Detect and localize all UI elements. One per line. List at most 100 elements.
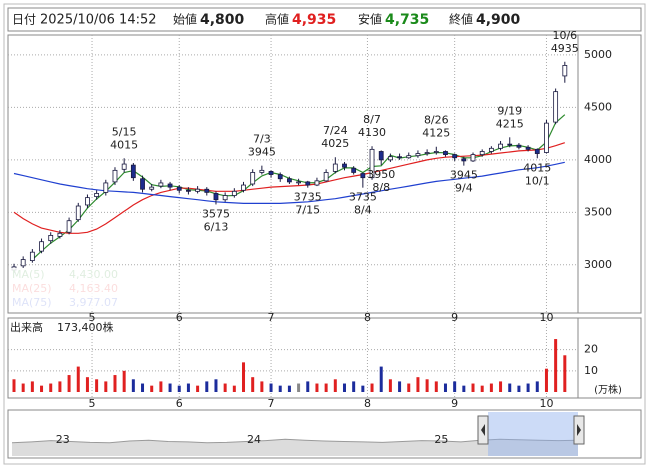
candle-body <box>544 122 549 153</box>
volume-panel <box>7 317 642 399</box>
candle-body <box>433 151 439 153</box>
annotation-value: 4125 <box>422 127 450 140</box>
annotation-value: 4130 <box>358 126 386 139</box>
field-value: 4,800 <box>200 12 245 28</box>
candle-body <box>241 184 246 191</box>
candle-body <box>195 188 201 192</box>
volume-bar <box>40 385 44 392</box>
annotation-date: 8/4 <box>354 204 372 217</box>
candle-body <box>176 186 182 191</box>
volume-bar <box>342 383 346 392</box>
x-tick-label: 8 <box>364 397 371 410</box>
candle-body <box>461 158 467 162</box>
x-tick-label: 5 <box>89 311 96 324</box>
annotation-value: 4025 <box>321 137 349 150</box>
y-tick-label: 3000 <box>584 258 612 271</box>
volume-bar <box>242 362 246 392</box>
annotation-date: 7/3 <box>253 133 271 146</box>
x-tick-label: 9 <box>451 397 458 410</box>
volume-bar <box>563 355 567 392</box>
volume-bar <box>443 383 447 392</box>
candle-body <box>250 172 256 185</box>
field-value: 4,935 <box>292 12 336 28</box>
volume-bar <box>416 377 420 392</box>
candle-body <box>351 167 357 173</box>
candle-body <box>406 155 412 159</box>
x-tick-label: 5 <box>89 397 96 410</box>
volume-bar <box>526 383 530 392</box>
x-tick-label: 9 <box>451 311 458 324</box>
volume-bar <box>214 379 218 392</box>
candle-body <box>204 188 210 193</box>
annotation-value: 3950 <box>367 168 395 181</box>
volume-bar <box>177 385 181 392</box>
volume-latest: 173,400株 <box>57 320 114 334</box>
volume-bar <box>232 385 236 392</box>
candle-body <box>360 173 366 179</box>
annotation-date: 8/26 <box>424 114 449 127</box>
candle-body <box>424 152 430 154</box>
volume-bar <box>535 381 539 392</box>
volume-bar <box>113 375 117 392</box>
candle-body <box>498 143 503 149</box>
navigator-area <box>12 439 578 456</box>
volume-bar <box>131 379 135 392</box>
candle-body <box>158 182 164 187</box>
volume-bar <box>85 377 89 392</box>
y-tick-label: 4000 <box>584 153 612 166</box>
volume-bar <box>554 339 558 392</box>
date-label: 日付 <box>12 13 36 27</box>
candle-body <box>20 259 26 267</box>
navigator-window[interactable] <box>488 412 578 456</box>
volume-bar <box>324 383 328 392</box>
candle-body <box>314 180 320 186</box>
candle-body <box>167 183 173 188</box>
annotation-value: 3945 <box>248 146 276 159</box>
volume-title: 出来高 <box>10 320 43 334</box>
annotation-date: 9/19 <box>497 104 522 117</box>
volume-bar <box>30 381 34 392</box>
volume-bar <box>352 381 356 392</box>
volume-bar <box>508 383 512 392</box>
volume-bar <box>480 385 484 392</box>
annotation-value: 4215 <box>496 117 524 130</box>
annotation-date: 6/13 <box>204 220 229 233</box>
datetime: 2025/10/06 14:52 <box>40 13 157 28</box>
volume-bar <box>186 383 190 392</box>
candle-body <box>112 169 118 183</box>
volume-bar <box>269 383 273 392</box>
field-value: 4,735 <box>385 12 429 28</box>
volume-bar <box>150 385 154 392</box>
navigator-tick-label: 25 <box>434 433 448 446</box>
candle-body <box>39 241 44 252</box>
volume-bar <box>95 379 99 392</box>
annotation-date: 8/7 <box>363 113 381 126</box>
annotation-value: 4935 <box>551 42 579 55</box>
volume-bar <box>141 383 145 392</box>
volume-bar <box>407 383 411 392</box>
volume-bar <box>49 383 53 392</box>
volume-bar <box>67 375 71 392</box>
annotation-value: 3945 <box>450 169 478 182</box>
volume-bar <box>168 383 172 392</box>
candle-body <box>296 181 301 184</box>
candle-body <box>29 251 35 261</box>
candle-body <box>213 193 219 201</box>
volume-bar <box>76 366 80 392</box>
handle-arrow <box>577 424 581 436</box>
volume-bar <box>223 383 227 392</box>
annotation-value: 4015 <box>110 138 138 151</box>
candle-body <box>342 163 347 168</box>
candle-body <box>553 91 559 123</box>
volume-bar <box>315 383 319 392</box>
candle-body <box>130 164 136 179</box>
volume-bar <box>453 381 457 392</box>
candle-body <box>562 65 568 77</box>
candle-body <box>103 182 109 193</box>
volume-bar <box>333 379 337 392</box>
x-tick-label: 6 <box>176 311 183 324</box>
candle-body <box>94 193 100 197</box>
candle-body <box>415 153 421 157</box>
